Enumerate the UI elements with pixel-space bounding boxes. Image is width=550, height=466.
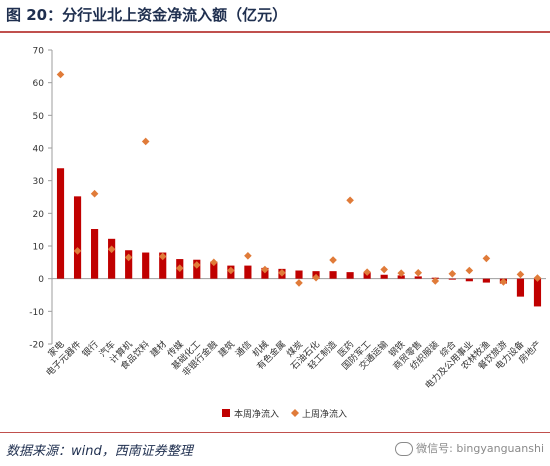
y-tick-label: 10 [33, 243, 45, 253]
bar-this-week [73, 196, 82, 279]
y-tick-label: -10 [29, 308, 44, 318]
bar-this-week [193, 259, 201, 279]
marker-last-week [363, 268, 371, 276]
marker-last-week [448, 269, 457, 278]
x-category-label: 通信 [233, 338, 254, 359]
watermark-text: 微信号: bingyanguanshi [416, 442, 544, 455]
marker-last-week [56, 70, 65, 79]
bar-this-week [380, 274, 388, 279]
chart: -20 -10 0 10 20 30 40 50 60 70 家电电子元器件银行汽车计算机食品饮料… [29, 47, 546, 420]
legend-label: 上周净流入 [302, 408, 347, 420]
bar-this-week [125, 250, 133, 279]
axes-layer: -20 -10 0 10 20 30 40 50 60 70 [29, 47, 546, 351]
legend-swatch-marker [291, 409, 299, 417]
wechat-watermark: 微信号: bingyanguanshi [395, 440, 544, 456]
bar-this-week [533, 278, 542, 307]
legend: 本周净流入 上周净流入 [222, 408, 347, 420]
marker-last-week [278, 268, 286, 277]
marker-last-week [158, 252, 167, 261]
marker-last-week [261, 265, 269, 274]
y-tick-label: -20 [29, 341, 44, 351]
bar-this-week [465, 278, 473, 282]
labels-layer: 家电电子元器件银行汽车计算机食品饮料建材传媒基础化工非银行金融建筑通信机械有色金… [43, 338, 543, 391]
x-category-label: 建材 [148, 338, 169, 359]
bar-this-week [108, 238, 116, 279]
marker-last-week [124, 253, 133, 262]
y-tick-label: 70 [33, 47, 45, 57]
marker-last-week [431, 277, 440, 285]
marker-last-week [141, 137, 150, 146]
marker-last-week [499, 278, 508, 286]
bar-this-week [448, 278, 456, 280]
y-tick-label: 40 [33, 145, 45, 155]
marker-last-week [90, 189, 99, 198]
bar-this-week [329, 271, 337, 279]
marker-last-week [295, 279, 303, 287]
bar-this-week [295, 270, 303, 279]
marker-last-week [397, 269, 406, 277]
legend-label: 本周净流入 [234, 408, 279, 420]
marker-last-week [175, 264, 184, 273]
bar-this-week [482, 278, 490, 283]
bar-this-week [142, 252, 150, 279]
bar-this-week [91, 229, 99, 279]
marker-last-week [380, 265, 388, 274]
marker-last-week [482, 254, 491, 263]
marker-last-week [107, 245, 116, 254]
source-note: 数据来源：wind，西南证券整理 [6, 444, 193, 459]
y-tick-label: 0 [38, 275, 44, 285]
marker-last-week [73, 247, 82, 255]
marker-last-week [346, 196, 354, 205]
marker-last-week [516, 270, 525, 279]
marker-last-week [244, 252, 252, 260]
marker-last-week [210, 258, 218, 267]
bar-this-week [414, 276, 422, 279]
chart-title-bar: 图 20：分行业北上资金净流入额（亿元） [0, 0, 550, 30]
x-category-label: 建筑 [216, 338, 237, 359]
y-tick-label: 30 [33, 177, 45, 187]
bar-this-week [397, 275, 405, 279]
marker-last-week [465, 266, 474, 275]
marker-last-week [312, 273, 320, 282]
marker-last-week [533, 274, 542, 282]
markers-layer [56, 70, 542, 287]
y-tick-label: 20 [33, 210, 45, 220]
bar-this-week [244, 265, 252, 279]
y-tick-label: 50 [33, 112, 45, 122]
chart-title: 图 20：分行业北上资金净流入额（亿元） [6, 6, 288, 24]
legend-swatch-bar [222, 409, 230, 417]
bar-this-week [159, 252, 167, 279]
bar-this-week [56, 168, 65, 279]
marker-last-week [329, 256, 337, 264]
bar-this-week [516, 278, 525, 297]
x-category-label: 银行 [79, 338, 100, 359]
footer-divider [0, 432, 550, 433]
bar-this-week [210, 261, 218, 279]
bar-this-week [346, 272, 354, 279]
y-tick-label: 60 [33, 79, 45, 89]
marker-last-week [414, 268, 423, 277]
marker-last-week [227, 266, 235, 275]
wechat-icon [395, 442, 414, 456]
title-divider [0, 31, 550, 33]
marker-last-week [192, 261, 201, 269]
